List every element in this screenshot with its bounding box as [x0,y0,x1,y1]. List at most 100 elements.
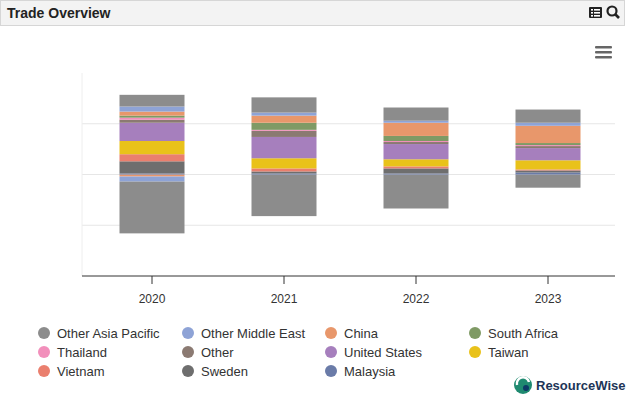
bar-segment [120,106,185,111]
table-icon [589,7,602,18]
brand-text: ResourceWise [536,378,625,393]
bar-segment [516,145,581,146]
brand-logo: ResourceWise [514,376,625,394]
legend-item[interactable]: Other Middle East [182,326,305,341]
chart: 2020202120222023Other Asia PacificOther … [0,0,627,401]
legend-marker [325,365,337,377]
bar-segment [384,142,449,144]
legend-item[interactable]: Thailand [38,345,107,360]
bar-segment [120,116,185,118]
legend-marker [182,327,194,339]
legend-label: Other Asia Pacific [57,326,160,341]
bar-segment [384,144,449,159]
legend-item[interactable]: South Africa [469,326,559,341]
legend-marker [469,346,481,358]
legend-label: Other Middle East [201,326,305,341]
header: Trade Overview [0,0,625,26]
bar-segment [120,182,185,234]
bar-segment [120,95,185,107]
bars [120,95,581,234]
bar-segment [516,123,581,126]
bar-segment [516,175,581,188]
legend-marker [325,346,337,358]
legend-item[interactable]: China [325,326,379,341]
bar-segment [120,154,185,161]
bar-segment [252,137,317,158]
bar-segment [384,141,449,142]
menu-line [595,56,612,59]
legend-label: Thailand [57,345,107,360]
legend-label: Other [201,345,234,360]
legend-marker [182,346,194,358]
x-tick [416,276,417,284]
legend-label: Malaysia [344,364,396,379]
y-axis-line [82,73,83,276]
bar-segment [384,175,449,209]
bar-segment [252,116,317,123]
table-icon-line [591,15,593,17]
x-axis-line [82,276,615,277]
bar-segment [516,148,581,160]
bar-segment [516,170,581,172]
bar-segment [516,160,581,169]
x-tick [152,276,153,284]
zoom-icon [615,14,619,18]
legend-label: United States [344,345,423,360]
bar-segment [252,158,317,168]
bar-segment [120,161,185,173]
legend-item[interactable]: Vietnam [38,364,104,379]
bar-segment [384,168,449,173]
page: Trade Overview 2020202120222023Other Asi… [0,0,627,401]
header-title: Trade Overview [7,5,111,21]
legend-item[interactable]: Taiwan [469,345,528,360]
brand-icon [523,385,529,391]
bar-segment [252,130,317,131]
bar-segment [120,120,185,123]
bar-segment [120,123,185,141]
bar-segment [516,169,581,170]
bar-segment [120,173,185,174]
bar-segment [384,121,449,123]
bar-segment [384,123,449,136]
legend-label: Vietnam [57,364,104,379]
legend-item[interactable]: Other Asia Pacific [38,326,160,341]
legend-marker [38,346,50,358]
legend-label: China [344,326,379,341]
legend-item[interactable]: Malaysia [325,364,396,379]
bar-segment [252,171,317,173]
bar-segment [252,168,317,171]
bar-segment [120,118,185,120]
menu-line [595,51,612,54]
legend-item[interactable]: Other [182,345,234,360]
bar-segment [252,131,317,137]
legend-label: South Africa [488,326,559,341]
x-tick [284,276,285,284]
x-tick-label: 2022 [403,292,430,306]
bar-segment [384,108,449,121]
legend-item[interactable]: United States [325,345,423,360]
legend-label: Sweden [201,364,248,379]
bar-segment [120,112,185,116]
menu-button[interactable] [595,46,612,59]
bar-segment [384,173,449,174]
legend: Other Asia Pacific Other Middle East China… [38,326,559,379]
table-icon-line [594,12,600,14]
legend-item[interactable]: Sweden [182,364,248,379]
bar-segment [252,123,317,130]
bar-segment [384,166,449,168]
legend-marker [182,365,194,377]
x-tick-label: 2021 [271,292,298,306]
bar-segment [516,146,581,148]
bar-segment [120,175,185,177]
bar-segment [516,126,581,143]
header-icons [589,7,619,19]
bar-segment [252,113,317,116]
bar-segment [384,136,449,141]
x-tick [548,276,549,284]
bar-segment [252,173,317,174]
bar-segment [252,175,317,217]
bar-segment [516,143,581,145]
bar-segment [252,97,317,112]
bar-segment [516,172,581,174]
bar-segment [120,177,185,182]
